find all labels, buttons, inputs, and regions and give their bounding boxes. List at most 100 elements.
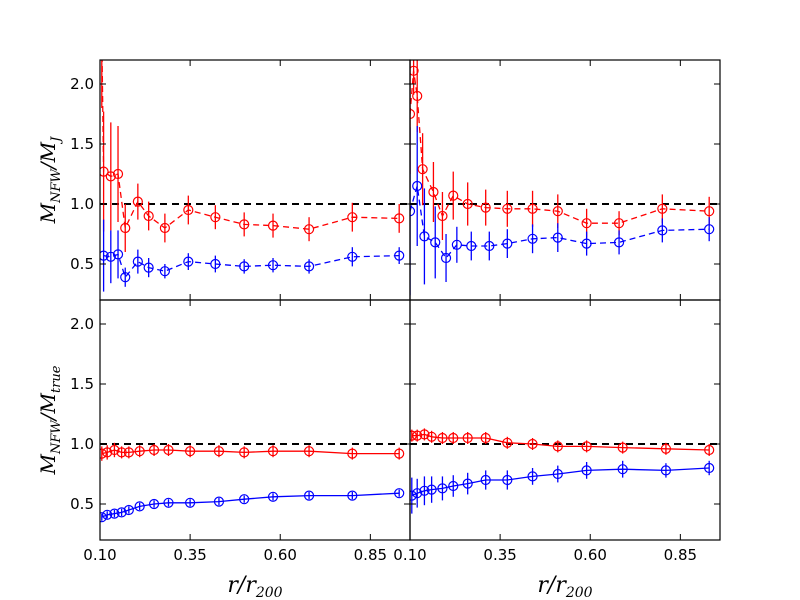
data-point	[552, 232, 563, 243]
data-point	[100, 250, 109, 261]
data-point	[239, 219, 250, 230]
data-point	[100, 448, 107, 459]
data-point	[502, 238, 513, 249]
data-point	[581, 238, 592, 249]
panel-frame	[409, 299, 721, 541]
data-point	[185, 497, 196, 508]
data-point	[660, 465, 672, 476]
data-point	[123, 504, 134, 516]
series-line-blue	[410, 185, 710, 260]
data-point	[394, 488, 405, 499]
data-point	[394, 213, 405, 224]
panels-layer: 0.5 1.0 1.5 2.0 0.5 1.0 1.5 2.0 0.10 0.35 0.60 0.85…	[70, 59, 721, 564]
series-line-red	[101, 60, 400, 231]
data-point	[239, 447, 250, 458]
data-point	[660, 443, 672, 454]
data-point	[267, 446, 279, 457]
data-point	[410, 430, 417, 441]
x-tick-label: 0.60	[574, 546, 607, 564]
data-point	[527, 203, 538, 214]
data-point	[163, 444, 174, 456]
data-point	[134, 501, 145, 512]
series-blue	[410, 460, 715, 514]
data-point	[430, 237, 441, 248]
panel-frame	[409, 59, 721, 301]
data-point	[552, 206, 563, 217]
x-label-right: r/r200	[537, 573, 592, 600]
data-point	[451, 239, 462, 250]
data-point	[448, 432, 459, 444]
x-tick-label: 0.60	[264, 546, 297, 564]
panel-top-left: 0.5 1.0 1.5 2.0	[70, 59, 411, 301]
y-label-bottom: MNFW/Mtrue	[36, 365, 64, 475]
data-point	[527, 233, 538, 244]
data-point	[480, 202, 491, 213]
data-point	[239, 494, 250, 505]
plot-area	[100, 60, 410, 292]
y-tick-label: 0.5	[70, 495, 94, 513]
data-point	[102, 447, 113, 458]
data-point	[112, 168, 124, 180]
plot-area	[410, 428, 720, 514]
data-point	[303, 224, 315, 235]
data-point	[657, 225, 668, 236]
y-tick-label: 1.0	[70, 195, 94, 213]
data-point	[267, 260, 279, 271]
data-point	[213, 446, 225, 457]
data-point	[132, 256, 143, 267]
x-tick-label: 0.35	[173, 546, 206, 564]
data-point	[410, 108, 416, 120]
data-point	[426, 431, 437, 442]
data-point	[267, 220, 279, 231]
data-point	[120, 272, 131, 283]
data-point	[239, 261, 250, 272]
data-point	[613, 237, 625, 248]
y-tick-label: 2.0	[70, 75, 94, 93]
data-point	[123, 447, 134, 458]
data-point	[657, 203, 668, 214]
data-point	[552, 468, 563, 480]
series-blue	[410, 126, 715, 296]
data-point	[143, 210, 154, 222]
y-tick-label: 1.5	[70, 135, 94, 153]
data-point	[419, 231, 430, 242]
data-point	[183, 204, 194, 216]
data-point	[303, 446, 315, 457]
data-point	[412, 430, 423, 441]
data-point	[105, 171, 116, 182]
data-point	[552, 441, 563, 452]
data-point	[132, 196, 143, 207]
data-point	[159, 222, 170, 234]
data-point	[109, 444, 120, 456]
series-red	[410, 60, 715, 240]
y-label-top: MNFW/MJ	[36, 136, 64, 224]
data-point	[412, 488, 423, 499]
series-red	[410, 428, 715, 456]
data-point	[581, 465, 592, 476]
data-point	[527, 471, 538, 482]
data-point	[185, 446, 196, 457]
x-tick-label: 0.85	[664, 546, 697, 564]
x-label-left: r/r200	[227, 573, 282, 600]
series-blue	[100, 219, 405, 292]
data-point	[105, 251, 116, 262]
data-point	[704, 224, 715, 235]
data-point	[143, 262, 154, 273]
data-point	[462, 478, 473, 489]
data-point	[347, 251, 358, 262]
data-point	[109, 508, 120, 519]
plot-area	[100, 442, 410, 523]
data-point	[462, 432, 473, 444]
data-point	[484, 240, 495, 252]
data-point	[448, 190, 459, 201]
panel-bottom-right: 0.10 0.35 0.60 0.85	[393, 299, 721, 564]
data-point	[617, 464, 628, 475]
data-point	[437, 483, 448, 494]
series-line-red	[101, 449, 400, 455]
data-point	[419, 429, 430, 440]
x-tick-label: 0.85	[354, 546, 387, 564]
data-point	[448, 480, 459, 492]
data-point	[410, 490, 417, 501]
data-point	[148, 498, 160, 510]
data-point	[480, 432, 491, 444]
